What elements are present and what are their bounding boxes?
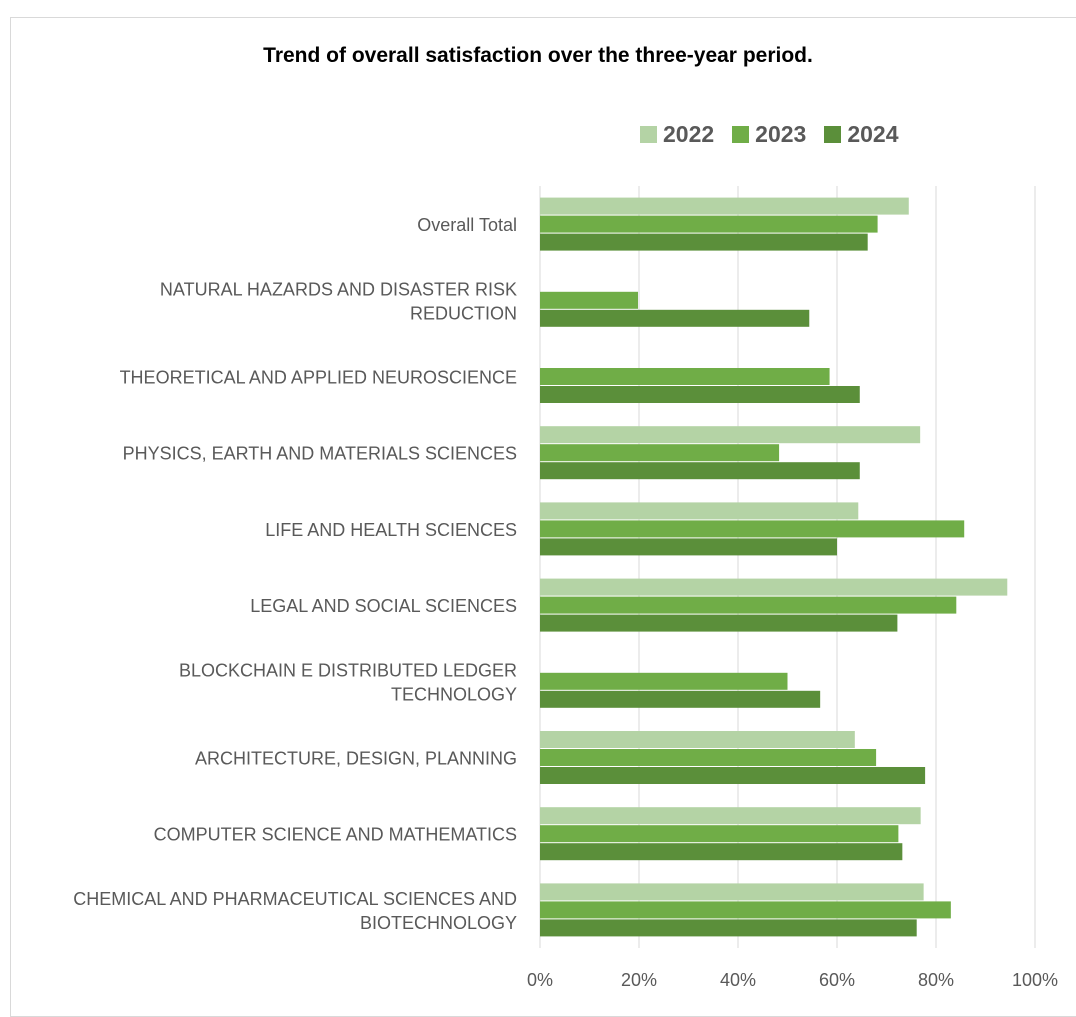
category-label: Overall Total — [417, 215, 517, 235]
x-tick-label: 60% — [819, 970, 855, 990]
bar-2023 — [540, 291, 639, 309]
category-label: TECHNOLOGY — [391, 684, 517, 704]
x-tick-label: 20% — [621, 970, 657, 990]
legend-label: 2022 — [663, 121, 715, 147]
category-label: PHYSICS, EARTH AND MATERIALS SCIENCES — [123, 444, 517, 464]
category-label: THEORETICAL AND APPLIED NEUROSCIENCE — [120, 368, 517, 388]
bar-2023 — [540, 520, 965, 538]
legend-swatch — [640, 126, 657, 143]
chart-legend: 2022 2023 2024 — [640, 121, 917, 148]
legend-swatch — [732, 126, 750, 143]
bar-2024 — [540, 919, 917, 937]
bar-2022 — [540, 502, 859, 520]
chart-title: Trend of overall satisfaction over the t… — [263, 44, 813, 67]
category-label: LIFE AND HEALTH SCIENCES — [265, 520, 517, 540]
bar-2024 — [540, 614, 898, 632]
bar-2023 — [540, 215, 878, 233]
category-label: ARCHITECTURE, DESIGN, PLANNING — [195, 749, 517, 769]
category-label: LEGAL AND SOCIAL SCIENCES — [250, 596, 517, 616]
bar-2023 — [540, 672, 788, 690]
x-tick-label: 100% — [1012, 970, 1058, 990]
legend-label: 2024 — [847, 121, 899, 147]
legend-label: 2023 — [755, 121, 807, 147]
category-label: COMPUTER SCIENCE AND MATHEMATICS — [154, 825, 517, 845]
bar-2023 — [540, 368, 830, 385]
category-label: CHEMICAL AND PHARMACEUTICAL SCIENCES AND — [73, 889, 517, 909]
legend-item: 2024 — [824, 121, 899, 148]
bar-2022 — [540, 731, 855, 748]
bar-2023 — [540, 444, 780, 462]
bar-2023 — [540, 901, 951, 919]
category-label: NATURAL HAZARDS AND DISASTER RISK — [160, 279, 517, 299]
legend-swatch — [824, 126, 842, 143]
bar-2022 — [540, 883, 924, 901]
category-label: REDUCTION — [410, 303, 517, 323]
legend-item: 2022 — [640, 121, 714, 148]
x-tick-label: 40% — [720, 970, 756, 990]
bar-2024 — [540, 386, 860, 403]
bar-2023 — [540, 825, 899, 843]
bar-2022 — [540, 578, 1008, 596]
bar-2024 — [540, 690, 821, 708]
bar-2022 — [540, 197, 909, 215]
bar-2024 — [540, 538, 837, 556]
bar-2022 — [540, 807, 921, 825]
x-tick-label: 80% — [918, 970, 954, 990]
bar-2023 — [540, 749, 877, 766]
category-label: BIOTECHNOLOGY — [360, 913, 517, 933]
x-tick-label: 0% — [527, 970, 553, 990]
legend-item: 2023 — [732, 121, 806, 148]
bar-2024 — [540, 462, 860, 480]
category-label: BLOCKCHAIN E DISTRIBUTED LEDGER — [179, 660, 517, 680]
bar-2024 — [540, 233, 868, 251]
bar-2024 — [540, 309, 810, 327]
bar-2024 — [540, 767, 926, 784]
bar-2024 — [540, 843, 903, 861]
bar-2022 — [540, 426, 921, 444]
bar-2023 — [540, 596, 957, 614]
